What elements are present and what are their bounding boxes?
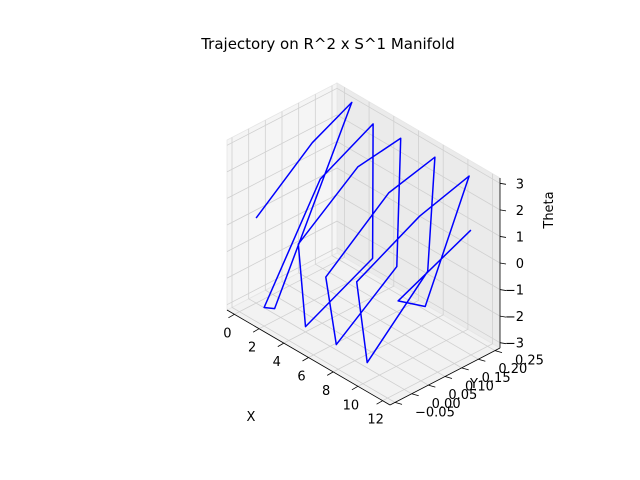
- y-grid-line: [248, 128, 412, 395]
- x-grid-line: [382, 173, 494, 402]
- x-grid-line: [357, 159, 469, 387]
- x-tick-label: 10: [343, 398, 360, 413]
- x-tick-label: 12: [367, 413, 384, 428]
- z-tick-mark: [499, 289, 507, 291]
- y-tick-mark: [394, 402, 403, 405]
- y-grid-line: [331, 85, 496, 351]
- x-tick-mark: [228, 313, 235, 319]
- z-tick-label: 2: [516, 204, 524, 219]
- y-tick-mark: [428, 384, 436, 388]
- x-grid-line: [234, 87, 345, 315]
- chart-title: Trajectory on R^2 x S^1 Manifold: [200, 35, 455, 53]
- y-tick-label: 0.10: [465, 380, 494, 395]
- y-grid-line: [314, 94, 479, 360]
- x-axis-label: X: [247, 410, 256, 425]
- x-tick-mark: [252, 328, 260, 333]
- grid-lines: [226, 85, 501, 403]
- y-grid-line: [231, 137, 396, 403]
- z-tick-mark: [499, 209, 507, 212]
- z-grid-line: [226, 247, 501, 344]
- x-tick-mark: [277, 342, 285, 347]
- y-axis-label: Y: [469, 377, 478, 392]
- trajectory-line: [255, 101, 472, 364]
- z-grid-line: [226, 114, 501, 211]
- x-grid-line: [258, 101, 370, 330]
- y-tick-label: 0.25: [515, 354, 544, 369]
- y-tick-label: 0.15: [482, 371, 511, 386]
- axis-panes: [226, 82, 501, 406]
- x-tick-label: 0: [223, 326, 231, 341]
- x-grid-line: [333, 144, 444, 373]
- y-tick-mark: [461, 367, 469, 371]
- z-grid-line: [226, 87, 501, 184]
- x-tick-mark: [302, 357, 309, 362]
- series-group: [255, 101, 472, 364]
- z-tick-label: −2: [505, 310, 524, 325]
- z-tick-label: 3: [516, 177, 524, 192]
- z-axis-label: Theta: [542, 191, 557, 229]
- x-tick-mark: [376, 400, 383, 405]
- y-tick-mark: [444, 376, 453, 379]
- y-tick-label: 0.05: [448, 388, 477, 403]
- y-tick-label: 0.20: [498, 362, 527, 377]
- y-tick-mark: [411, 393, 419, 397]
- x-grid-line: [283, 116, 395, 344]
- z-tick-mark: [499, 182, 507, 185]
- y-grid-line: [281, 111, 446, 377]
- x-grid-line: [308, 130, 419, 358]
- y-tick-mark: [478, 358, 486, 362]
- x-tick-label: 2: [248, 341, 256, 356]
- z-tick-label: −1: [505, 284, 524, 299]
- y-tick-label: −0.05: [415, 405, 455, 420]
- x-tick-label: 6: [297, 370, 305, 385]
- y-grid-line: [298, 102, 462, 369]
- z-tick-label: −3: [505, 337, 524, 352]
- x-tick-mark: [351, 385, 359, 391]
- z-tick-label: 1: [516, 230, 524, 245]
- z-grid-line: [226, 167, 501, 264]
- y-tick-label: 0.00: [432, 397, 461, 412]
- x-tick-mark: [326, 371, 334, 376]
- y-tick-mark: [494, 350, 503, 353]
- z-tick-mark: [499, 236, 507, 238]
- z-tick-mark: [499, 262, 507, 265]
- z-grid-line: [226, 220, 501, 317]
- z-tick-mark: [499, 315, 507, 318]
- x-tick-label: 8: [322, 384, 330, 399]
- z-tick-mark: [499, 342, 507, 345]
- x-tick-label: 4: [273, 355, 281, 370]
- z-tick-label: 0: [516, 257, 524, 272]
